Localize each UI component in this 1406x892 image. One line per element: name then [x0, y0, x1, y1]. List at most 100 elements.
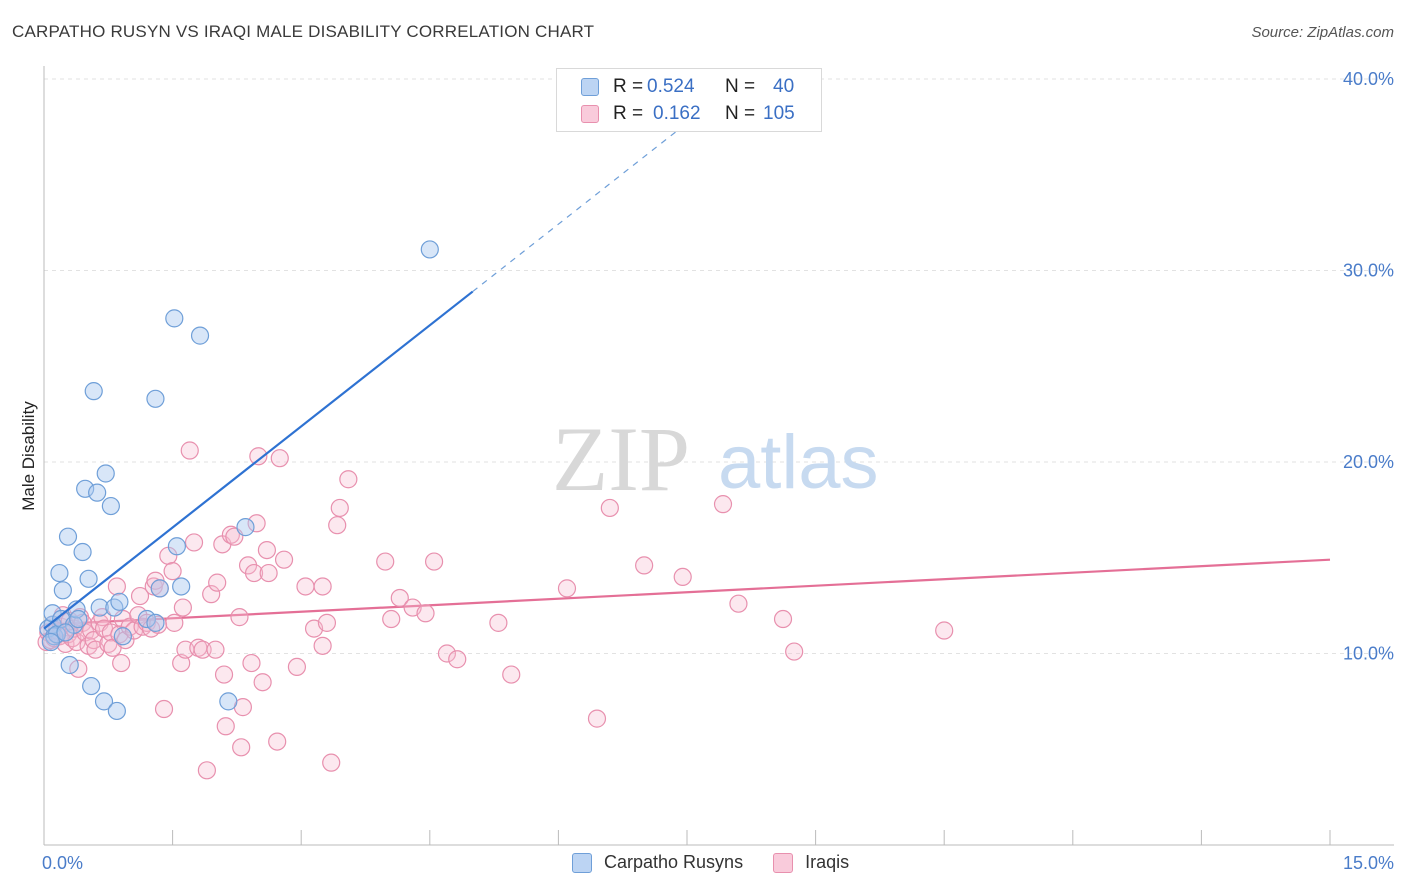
data-point-iraqis — [130, 586, 150, 606]
data-point-iraqis — [244, 563, 264, 583]
data-point-iraqis — [322, 753, 341, 772]
data-point-iraqis — [502, 665, 521, 684]
y-tick-label: 20.0% — [1343, 452, 1394, 472]
data-point-carpatho-rusyns — [50, 563, 69, 583]
x-tick-label: 0.0% — [42, 853, 83, 873]
data-point-iraqis — [154, 699, 174, 719]
data-point-iraqis — [172, 653, 191, 673]
data-point-carpatho-rusyns — [167, 537, 186, 556]
data-point-iraqis — [328, 516, 347, 535]
legend-item-carpatho-rusyns[interactable]: Carpatho Rusyns — [572, 852, 743, 873]
data-point-iraqis — [416, 604, 435, 623]
data-point-carpatho-rusyns — [69, 609, 88, 629]
data-point-carpatho-rusyns — [79, 569, 98, 588]
data-point-iraqis — [489, 613, 508, 632]
data-point-iraqis — [173, 598, 192, 617]
data-point-iraqis — [107, 577, 126, 596]
data-point-iraqis — [313, 577, 332, 596]
data-point-iraqis — [69, 659, 88, 678]
data-point-iraqis — [448, 650, 467, 669]
data-point-iraqis — [180, 441, 199, 460]
n-label: N = — [725, 103, 756, 124]
data-point-iraqis — [424, 552, 444, 571]
data-point-iraqis — [253, 673, 272, 692]
data-point-carpatho-rusyns — [90, 598, 109, 617]
correlation-legend: R = 0.524 N = 40 R = 0.162 N = 105 — [556, 68, 822, 132]
data-point-carpatho-rusyns — [110, 592, 129, 611]
data-point-iraqis — [247, 514, 266, 533]
data-point-iraqis — [713, 495, 733, 514]
data-point-iraqis — [216, 717, 235, 736]
r-value: 0.162 — [653, 103, 701, 124]
n-value: 40 — [773, 76, 795, 97]
data-point-iraqis — [382, 609, 401, 629]
data-point-iraqis — [673, 567, 692, 587]
data-point-iraqis — [635, 556, 654, 575]
data-point-carpatho-rusyns — [219, 692, 238, 711]
data-point-iraqis — [313, 636, 332, 655]
watermark: ZIP atlas — [552, 408, 879, 510]
data-point-iraqis — [287, 657, 307, 677]
chart-title: CARPATHO RUSYN VS IRAQI MALE DISABILITY … — [12, 22, 595, 41]
data-point-carpatho-rusyns — [107, 701, 126, 721]
legend-swatch-pink — [773, 852, 794, 873]
data-point-carpatho-rusyns — [56, 623, 75, 642]
data-point-iraqis — [163, 562, 182, 581]
tick-labels: 10.0% 20.0% 30.0% 40.0% 0.0% 15.0% — [42, 69, 1394, 873]
data-point-iraqis — [230, 608, 249, 627]
data-point-carpatho-rusyns — [73, 542, 92, 562]
data-point-iraqis — [376, 552, 395, 571]
axes — [43, 66, 1394, 846]
data-point-carpatho-rusyns — [45, 627, 64, 646]
data-point-iraqis — [193, 640, 212, 659]
r-label: R = — [613, 76, 644, 97]
legend-item-iraqis[interactable]: Iraqis — [773, 852, 849, 873]
data-point-carpatho-rusyns — [146, 389, 165, 408]
r-label: R = — [613, 103, 644, 124]
legend-label: Carpatho Rusyns — [604, 852, 744, 872]
legend-swatch-blue — [581, 78, 599, 96]
data-point-carpatho-rusyns — [60, 655, 79, 675]
watermark-zip: ZIP — [552, 408, 690, 510]
legend-swatch-pink — [581, 105, 599, 123]
data-point-iraqis — [214, 665, 234, 684]
data-point-iraqis — [600, 498, 619, 518]
data-point-iraqis — [296, 577, 315, 596]
data-point-carpatho-rusyns — [146, 613, 165, 632]
data-point-iraqis — [339, 470, 358, 489]
data-point-iraqis — [165, 613, 184, 632]
x-tick-label: 15.0% — [1343, 853, 1394, 873]
data-point-iraqis — [208, 573, 227, 592]
data-point-iraqis — [259, 563, 278, 583]
points-iraqis — [37, 441, 954, 780]
r-value: 0.524 — [647, 76, 695, 97]
data-point-carpatho-rusyns — [137, 609, 156, 629]
legend-label: Iraqis — [805, 852, 850, 872]
data-point-carpatho-rusyns — [76, 479, 95, 498]
n-value: 105 — [763, 103, 795, 124]
data-point-carpatho-rusyns — [41, 632, 60, 652]
data-point-iraqis — [242, 653, 261, 673]
data-point-iraqis — [935, 621, 954, 640]
data-point-carpatho-rusyns — [82, 676, 101, 696]
data-point-carpatho-rusyns — [113, 627, 132, 646]
data-point-iraqis — [206, 640, 225, 659]
data-point-carpatho-rusyns — [165, 309, 184, 328]
data-point-carpatho-rusyns — [101, 496, 120, 516]
data-point-iraqis — [330, 498, 349, 518]
data-point-iraqis — [202, 585, 221, 604]
data-point-iraqis — [112, 653, 131, 673]
data-point-iraqis — [557, 579, 577, 598]
data-point-carpatho-rusyns — [105, 598, 124, 617]
data-point-iraqis — [268, 732, 287, 751]
data-point-carpatho-rusyns — [84, 382, 103, 401]
data-point-carpatho-rusyns — [53, 581, 72, 600]
data-point-iraqis — [773, 609, 793, 629]
data-point-carpatho-rusyns — [58, 527, 78, 546]
trend-line — [43, 558, 1331, 626]
trend-line-iraqis — [43, 558, 1331, 626]
data-point-iraqis — [197, 761, 216, 780]
n-label: N = — [725, 76, 756, 97]
legend-swatch-blue — [572, 852, 592, 873]
data-point-carpatho-rusyns — [236, 518, 255, 537]
